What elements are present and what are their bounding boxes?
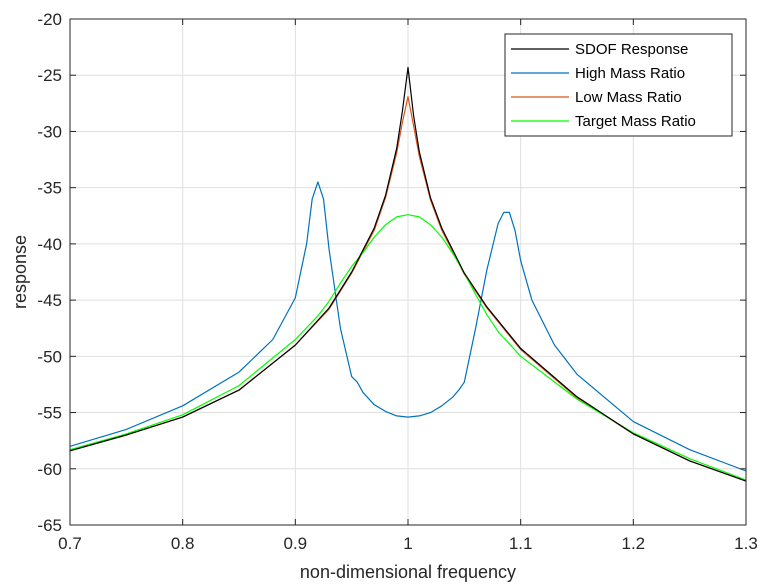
y-tick-label: -50: [37, 347, 62, 366]
y-tick-label: -30: [37, 122, 62, 141]
legend-label-high-mass-ratio: High Mass Ratio: [575, 65, 685, 82]
y-axis-label: response: [10, 235, 30, 309]
legend: SDOF Response High Mass Ratio Low Mass Rat…: [504, 33, 733, 137]
series-line-sdof-response: [69, 66, 747, 482]
series-line-target-mass-ratio: [69, 214, 747, 481]
y-tick-label: -35: [37, 179, 62, 198]
y-tick-label: -65: [37, 516, 62, 535]
y-tick-label: -40: [37, 235, 62, 254]
x-tick-label: 0.8: [171, 534, 195, 553]
legend-label-low-mass-ratio: Low Mass Ratio: [575, 89, 682, 106]
series-line-high-mass-ratio: [69, 181, 747, 472]
x-axis-label: non-dimensional frequency: [300, 562, 516, 582]
x-tick-label: 1: [403, 534, 412, 553]
series-layer: [69, 66, 747, 482]
legend-label-target-mass-ratio: Target Mass Ratio: [575, 113, 696, 130]
legend-box: [504, 33, 733, 137]
legend-label-sdof-response: SDOF Response: [575, 41, 688, 58]
y-tick-label: -55: [37, 404, 62, 423]
x-tick-label: 1.2: [622, 534, 646, 553]
y-tick-label: -20: [37, 10, 62, 29]
x-tick-label: 0.9: [284, 534, 308, 553]
y-tick-label: -25: [37, 66, 62, 85]
y-tick-label: -60: [37, 460, 62, 479]
x-tick-label: 1.3: [734, 534, 758, 553]
y-tick-label: -45: [37, 291, 62, 310]
ticks: 0.7 0.8 0.9 1 1.1 1.2 1.3 -65 -60 -55 -50 -45 -40 -35…: [37, 10, 757, 553]
x-tick-label: 1.1: [509, 534, 533, 553]
x-tick-label: 0.7: [58, 534, 82, 553]
